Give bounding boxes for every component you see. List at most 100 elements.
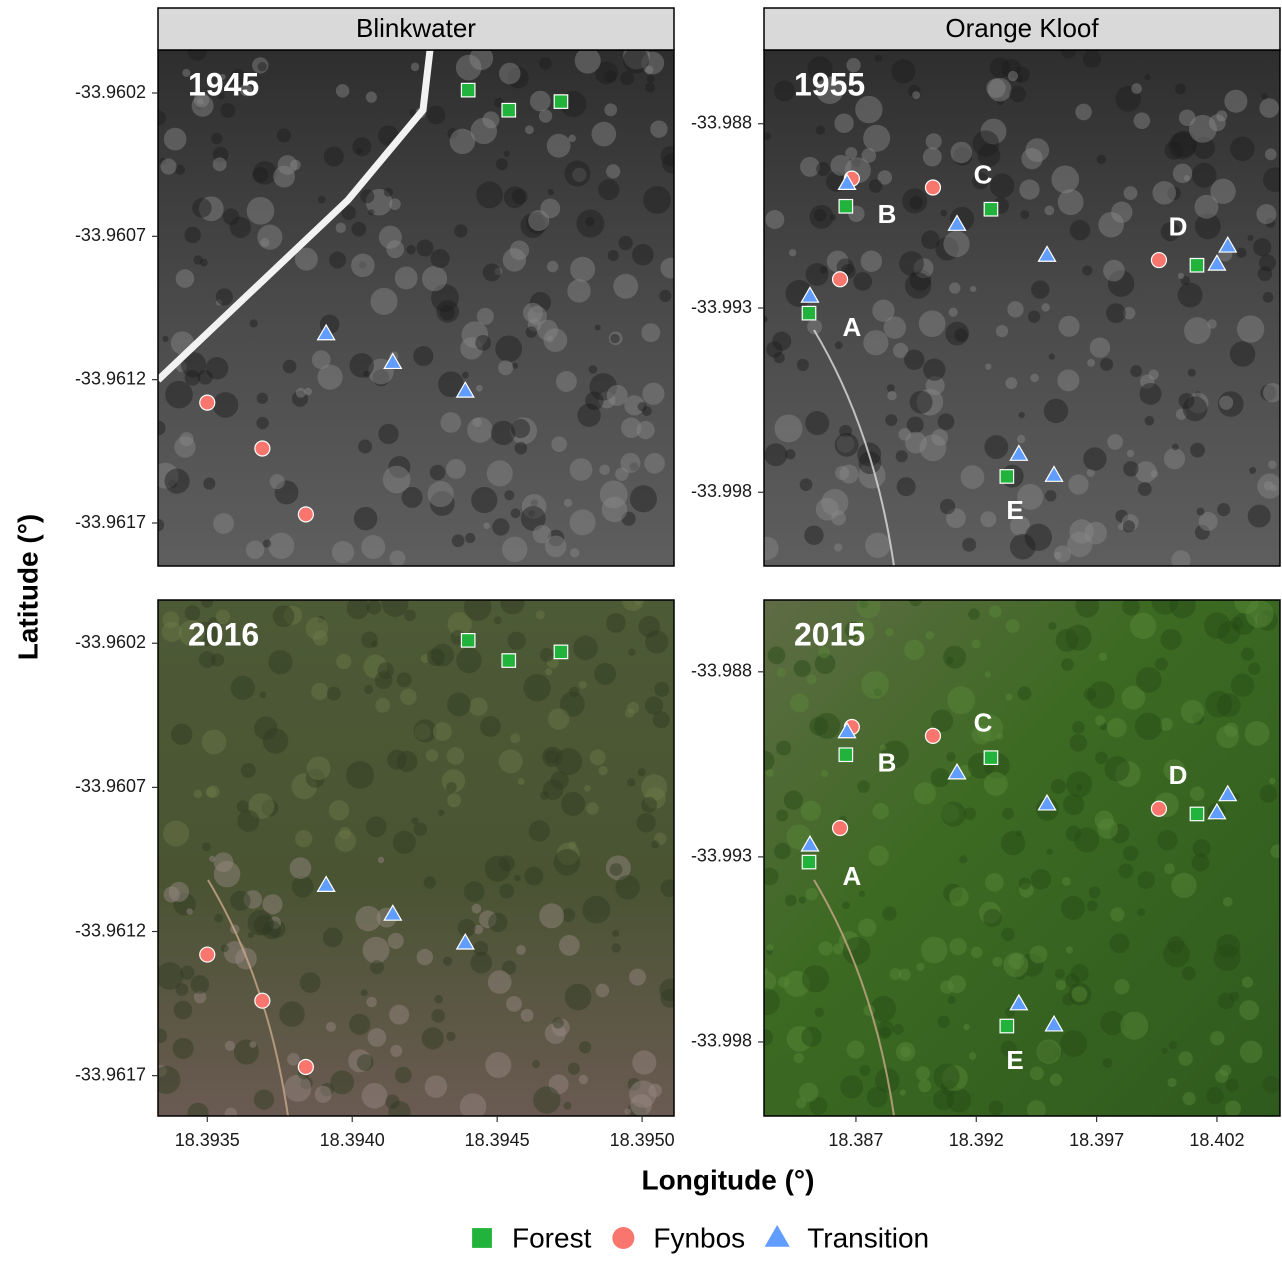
texture-blob bbox=[893, 1024, 904, 1035]
texture-blob bbox=[1127, 450, 1134, 457]
texture-blob bbox=[1044, 206, 1054, 216]
texture-blob bbox=[794, 660, 811, 677]
texture-blob bbox=[1045, 490, 1056, 501]
texture-blob bbox=[336, 223, 346, 233]
texture-blob bbox=[834, 114, 853, 133]
x-tick-label: 18.402 bbox=[1189, 1130, 1244, 1150]
texture-blob bbox=[1261, 93, 1267, 99]
texture-blob bbox=[1140, 383, 1162, 405]
texture-blob bbox=[834, 543, 842, 551]
texture-blob bbox=[1219, 396, 1233, 410]
y-tick-label: -33.993 bbox=[691, 297, 752, 317]
texture-blob bbox=[492, 518, 509, 535]
texture-blob bbox=[1263, 1076, 1280, 1093]
texture-blob bbox=[1030, 1067, 1044, 1081]
texture-blob bbox=[370, 960, 384, 974]
texture-blob bbox=[510, 240, 529, 259]
texture-blob bbox=[480, 716, 501, 737]
texture-blob bbox=[620, 71, 634, 85]
texture-blob bbox=[902, 188, 927, 213]
texture-blob bbox=[384, 188, 393, 197]
texture-blob bbox=[814, 713, 840, 739]
texture-blob bbox=[801, 801, 821, 821]
texture-blob bbox=[1215, 1070, 1228, 1083]
texture-blob bbox=[295, 830, 312, 847]
year-label: 1955 bbox=[794, 66, 865, 102]
texture-blob bbox=[818, 941, 832, 955]
texture-blob bbox=[1076, 784, 1082, 790]
texture-blob bbox=[1067, 532, 1092, 557]
texture-blob bbox=[349, 1014, 370, 1035]
texture-blob bbox=[1095, 715, 1105, 725]
texture-blob bbox=[323, 927, 343, 947]
texture-blob bbox=[1224, 90, 1247, 113]
texture-blob bbox=[589, 365, 597, 373]
texture-blob bbox=[576, 210, 604, 238]
marker-square bbox=[839, 748, 853, 762]
texture-blob bbox=[292, 876, 314, 898]
y-tick-label: -33.9617 bbox=[75, 1064, 146, 1084]
texture-blob bbox=[187, 908, 193, 914]
texture-blob bbox=[989, 605, 1001, 617]
texture-blob bbox=[1100, 358, 1113, 371]
texture-blob bbox=[452, 534, 465, 547]
texture-blob bbox=[361, 631, 378, 648]
texture-blob bbox=[859, 1065, 870, 1076]
texture-blob bbox=[483, 263, 501, 281]
texture-blob bbox=[188, 1103, 209, 1124]
texture-blob bbox=[470, 952, 492, 974]
texture-blob bbox=[921, 937, 948, 964]
texture-blob bbox=[899, 251, 924, 276]
texture-blob bbox=[904, 640, 924, 660]
texture-blob bbox=[375, 698, 390, 713]
texture-blob bbox=[1028, 311, 1040, 323]
texture-blob bbox=[164, 128, 187, 151]
y-axis-title: Latitude (°) bbox=[12, 514, 43, 661]
texture-blob bbox=[963, 1024, 969, 1030]
y-tick-label: -33.988 bbox=[691, 112, 752, 132]
texture-blob bbox=[422, 1027, 444, 1049]
texture-blob bbox=[1240, 1041, 1263, 1064]
texture-blob bbox=[428, 481, 454, 507]
texture-blob bbox=[947, 686, 975, 714]
texture-blob bbox=[351, 222, 366, 237]
texture-blob bbox=[539, 57, 552, 70]
texture-blob bbox=[1057, 369, 1079, 391]
texture-blob bbox=[389, 198, 401, 210]
texture-blob bbox=[887, 384, 895, 392]
texture-blob bbox=[329, 800, 349, 820]
texture-blob bbox=[774, 843, 791, 860]
texture-blob bbox=[173, 1038, 194, 1059]
texture-blob bbox=[176, 269, 195, 288]
texture-blob bbox=[499, 750, 523, 774]
texture-blob bbox=[231, 676, 255, 700]
texture-blob bbox=[1269, 778, 1275, 784]
texture-blob bbox=[764, 443, 787, 466]
texture-blob bbox=[1029, 945, 1047, 963]
texture-blob bbox=[225, 1041, 235, 1051]
texture-blob bbox=[612, 943, 621, 952]
texture-blob bbox=[1248, 505, 1271, 528]
texture-blob bbox=[427, 648, 445, 666]
texture-blob bbox=[548, 708, 569, 729]
texture-blob bbox=[858, 919, 876, 937]
texture-blob bbox=[1007, 301, 1023, 317]
texture-blob bbox=[568, 1063, 580, 1075]
texture-blob bbox=[458, 919, 476, 937]
texture-blob bbox=[659, 290, 671, 302]
texture-blob bbox=[595, 324, 601, 330]
texture-blob bbox=[199, 651, 216, 668]
texture-blob bbox=[499, 884, 514, 899]
texture-blob bbox=[417, 949, 433, 965]
marker-square bbox=[1190, 807, 1204, 821]
texture-blob bbox=[582, 896, 610, 924]
texture-blob bbox=[510, 733, 520, 743]
texture-blob bbox=[511, 508, 521, 518]
texture-blob bbox=[869, 845, 889, 865]
texture-blob bbox=[354, 507, 378, 531]
texture-blob bbox=[1070, 220, 1090, 240]
texture-blob bbox=[985, 364, 991, 370]
texture-blob bbox=[1229, 991, 1239, 1001]
texture-blob bbox=[237, 810, 259, 832]
texture-blob bbox=[487, 460, 513, 486]
